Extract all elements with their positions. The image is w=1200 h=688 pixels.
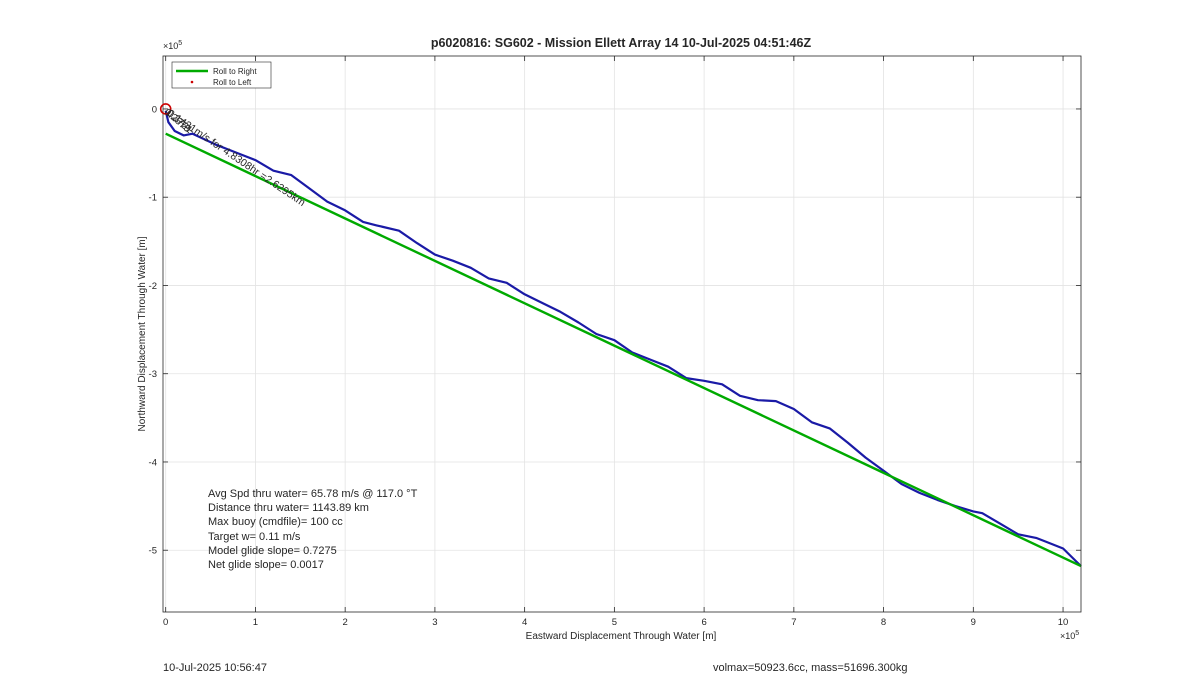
y-exponent-base: ×10 [163,41,178,51]
y-exponent: ×105 [163,40,182,51]
x-tick-label: 3 [432,617,437,628]
stat-max-buoy: Max buoy (cmdfile)= 100 cc [208,516,343,528]
y-tick-label: -2 [149,281,157,292]
chart-title: p6020816: SG602 - Mission Ellett Array 1… [431,36,812,50]
y-tick-label: 0 [152,104,157,115]
axes-box [162,55,1082,613]
y-exponent-power: 5 [178,40,182,47]
x-tick-label: 2 [343,617,348,628]
x-tick-label: 10 [1058,617,1069,628]
x-exponent: ×105 [1060,630,1079,641]
footer-info: volmax=50923.6cc, mass=51696.300kg [713,662,908,674]
grid-lines [163,56,1081,612]
stat-distance: Distance thru water= 1143.89 km [208,502,369,514]
x-axis-label: Eastward Displacement Through Water [m] [526,631,717,642]
legend: Roll to Right Roll to Left [171,61,272,89]
tick-marks: 0 1 2 3 4 5 6 7 8 9 10 0 -1 -2 -3 -4 -5 [149,56,1081,628]
glider-track-line [164,110,1082,567]
footer-date: 10-Jul-2025 10:56:47 [163,662,267,674]
stats-block: Avg Spd thru water= 65.78 m/s @ 117.0 °T… [208,488,418,571]
stat-avg-speed: Avg Spd thru water= 65.78 m/s @ 117.0 °T [208,488,418,500]
y-tick-label: -5 [149,546,157,557]
legend-label-roll-right: Roll to Right [213,67,257,76]
x-tick-label: 9 [971,617,976,628]
x-tick-label: 4 [522,617,527,628]
y-axis-label: Northward Displacement Through Water [m] [137,236,148,431]
stat-net-glide: Net glide slope= 0.0017 [208,559,324,571]
net-displacement-line [165,132,1082,568]
annotation-drift: 0.1431m/s for 4.8308hr =2.6295km [165,107,308,209]
x-tick-label: 7 [791,617,796,628]
x-exponent-base: ×10 [1060,631,1075,641]
series-layer [164,110,1082,568]
x-tick-label: 5 [612,617,617,628]
y-tick-label: -3 [149,369,157,380]
start-marker [159,103,172,115]
stat-model-glide: Model glide slope= 0.7275 [208,545,337,557]
x-tick-label: 1 [253,617,258,628]
x-tick-label: 8 [881,617,886,628]
y-tick-label: -4 [149,457,157,468]
x-tick-label: 0 [163,617,168,628]
y-tick-label: -1 [149,193,157,204]
x-exponent-power: 5 [1075,630,1079,637]
legend-box [171,61,272,89]
legend-dot-roll-left [190,80,194,84]
legend-label-roll-left: Roll to Left [213,78,252,87]
stat-target-w: Target w= 0.11 m/s [208,531,301,543]
x-tick-label: 6 [701,617,706,628]
